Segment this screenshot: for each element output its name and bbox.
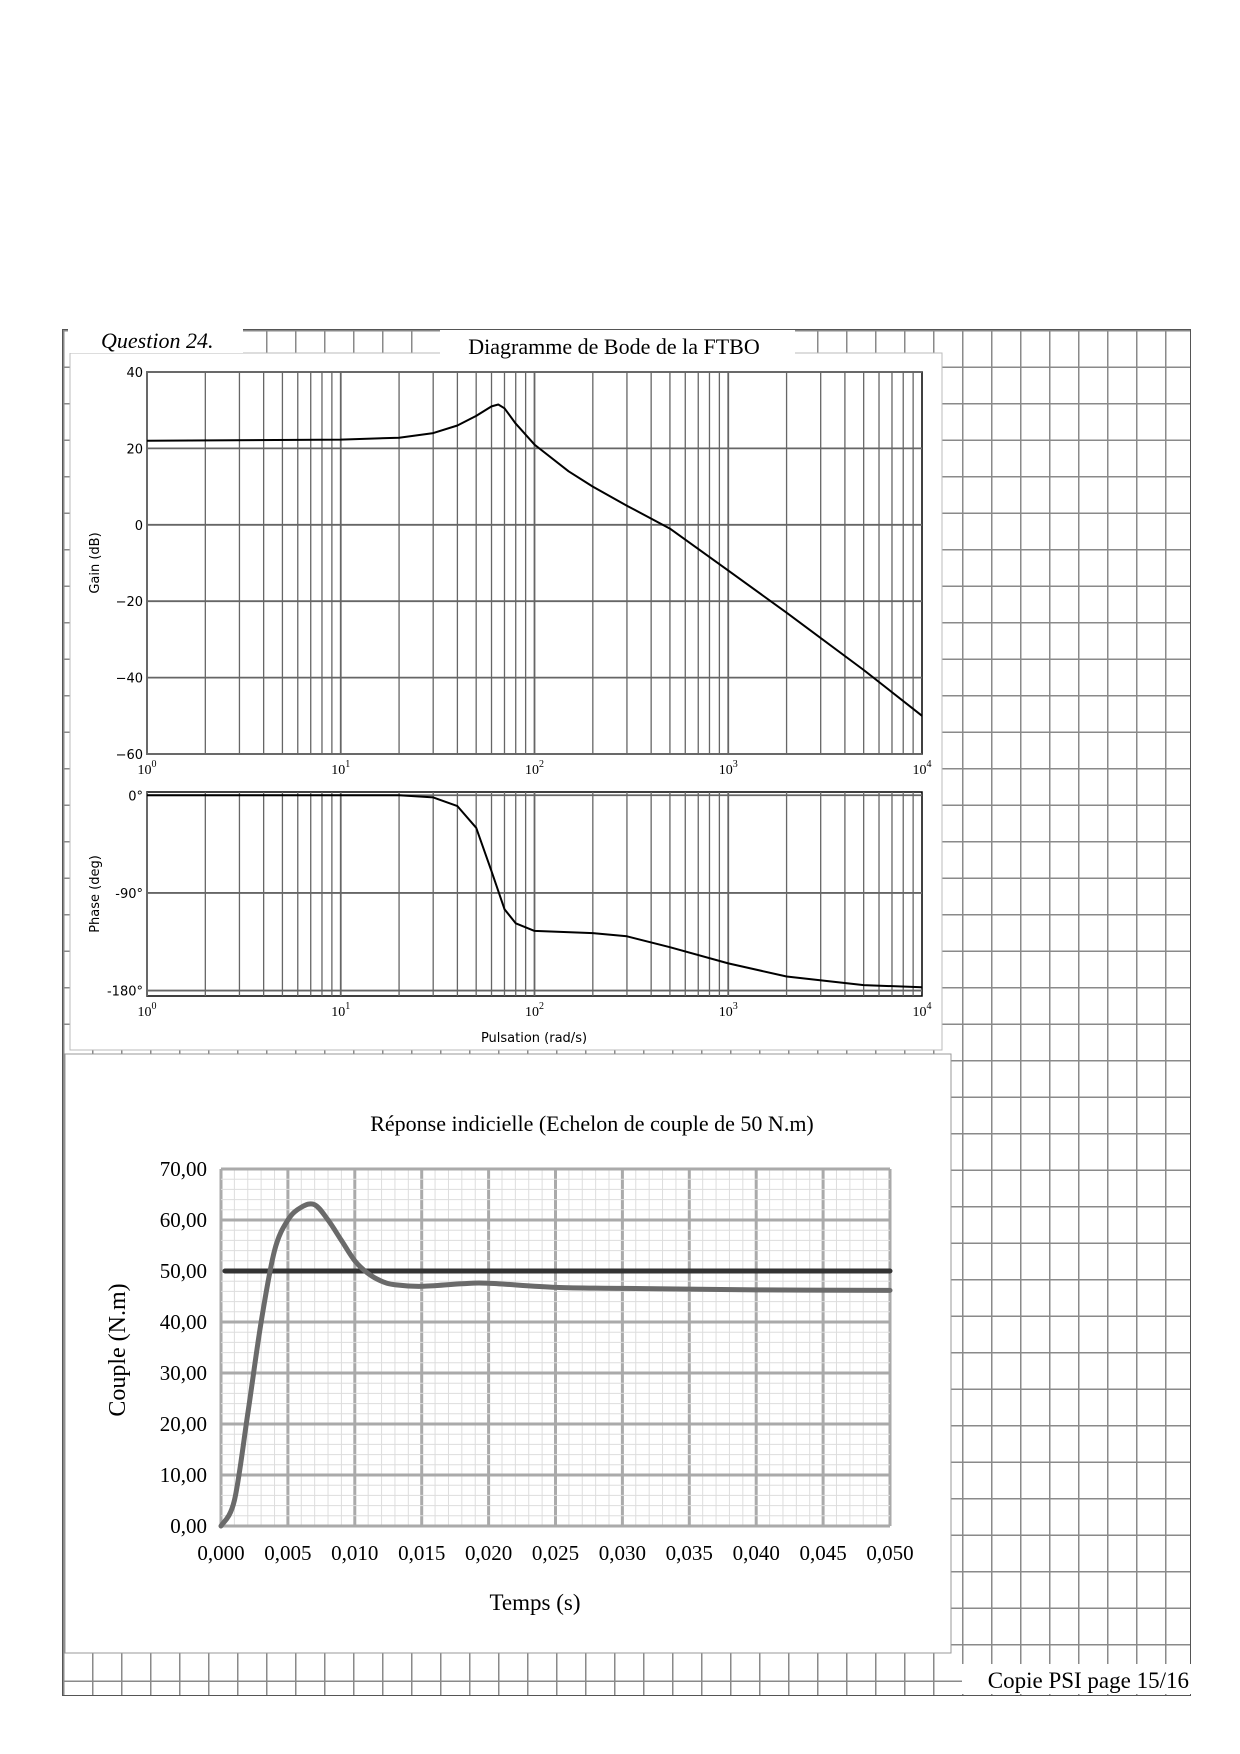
x-tick-label: 102 [525, 1001, 544, 1020]
gain-ylabel: Gain (dB) [88, 532, 103, 593]
x-tick-label: 0,000 [197, 1541, 244, 1565]
y-tick-label: 40,00 [160, 1310, 207, 1334]
bode-title-bg [440, 330, 795, 358]
bode-xlabel: Pulsation (rad/s) [481, 1031, 587, 1046]
series-reponse [218, 1201, 893, 1529]
x-tick-label: 0,040 [733, 1541, 780, 1565]
x-tick-label: 100 [138, 1001, 157, 1020]
x-tick-label: 104 [913, 1001, 932, 1020]
y-tick-label: 60,00 [160, 1208, 207, 1232]
phase-ylabel: Phase (deg) [88, 855, 103, 933]
phase-curve [147, 794, 923, 989]
gain-curve [146, 403, 923, 717]
y-tick-label: -180° [107, 985, 143, 1000]
x-tick-label: 101 [331, 759, 350, 778]
x-tick-label: 101 [331, 1001, 350, 1020]
x-tick-label: 0,020 [465, 1541, 512, 1565]
x-tick-label: 0,050 [866, 1541, 913, 1565]
bode-title: Diagramme de Bode de la FTBO [468, 334, 759, 359]
page-footer: Copie PSI page 15/16 [988, 1668, 1189, 1693]
step-panel [64, 1053, 952, 1654]
y-tick-label: 70,00 [160, 1157, 207, 1181]
y-tick-label: −60 [116, 748, 143, 763]
question-label-bg [68, 329, 243, 353]
x-tick-label: 0,005 [264, 1541, 311, 1565]
y-tick-label: -90° [115, 887, 143, 902]
step-ylabel: Couple (N.m) [105, 1283, 131, 1416]
y-tick-label: −40 [116, 672, 143, 687]
y-tick-label: 50,00 [160, 1259, 207, 1283]
phase-plot: 0° -90° -180°100 101 102 103 104 [107, 789, 932, 1020]
x-tick-label: 104 [913, 759, 932, 778]
y-tick-label: 20,00 [160, 1412, 207, 1436]
x-tick-label: 102 [525, 759, 544, 778]
x-tick-label: 100 [138, 759, 157, 778]
x-tick-label: 103 [719, 759, 738, 778]
y-tick-label: 40 [126, 366, 143, 381]
y-tick-label: 30,00 [160, 1361, 207, 1385]
question-label: Question 24. [101, 328, 213, 353]
y-tick-label: −20 [116, 595, 143, 610]
y-tick-label: 20 [126, 442, 143, 457]
y-tick-label: 0 [135, 519, 143, 534]
x-tick-label: 0,030 [599, 1541, 646, 1565]
y-tick-label: 0,00 [170, 1514, 207, 1538]
step-xlabel: Temps (s) [489, 1590, 580, 1615]
y-tick-label: 0° [128, 789, 143, 804]
footer-bg [962, 1664, 1191, 1694]
x-tick-label: 0,035 [666, 1541, 713, 1565]
x-tick-label: 0,010 [331, 1541, 378, 1565]
x-tick-label: 103 [719, 1001, 738, 1020]
y-tick-label: 10,00 [160, 1463, 207, 1487]
x-tick-label: 0,025 [532, 1541, 579, 1565]
step-title: Réponse indicielle (Echelon de couple de… [370, 1111, 814, 1136]
x-tick-label: 0,015 [398, 1541, 445, 1565]
x-tick-label: 0,045 [799, 1541, 846, 1565]
step-plot: 0,00 10,00 20,00 30,00 40,00 50,00 60,00 70,00 0… [160, 1157, 914, 1565]
